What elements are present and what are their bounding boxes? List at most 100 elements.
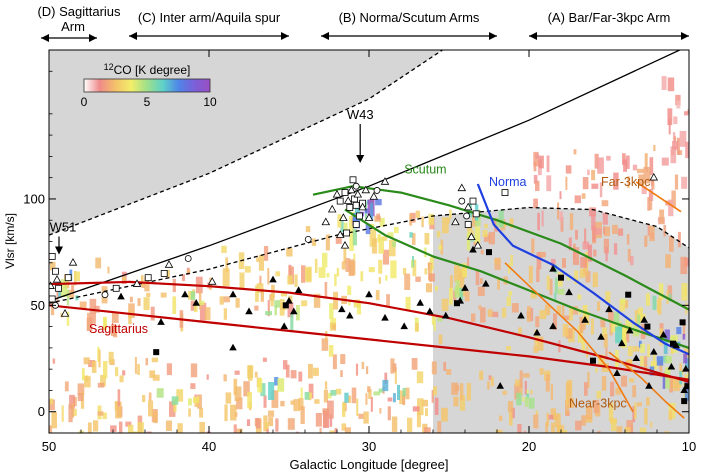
emission-streak (78, 430, 85, 433)
emission-streak (111, 312, 119, 323)
emission-streak (293, 399, 301, 412)
emission-streak (79, 301, 87, 309)
marker-open-square (336, 197, 344, 205)
marker-open-circle (352, 182, 360, 190)
emission-streak (683, 353, 688, 364)
emission-streak (165, 420, 172, 431)
emission-streak (277, 378, 285, 392)
emission-streak (64, 381, 69, 392)
emission-streak (137, 363, 140, 375)
emission-streak (638, 307, 643, 323)
emission-streak (151, 357, 158, 363)
arm-track-sagittarius (49, 304, 689, 381)
emission-streak (613, 312, 620, 324)
emission-streak (424, 233, 430, 245)
emission-streak (376, 213, 380, 220)
emission-streak (533, 151, 539, 167)
emission-streak (507, 263, 511, 274)
emission-streak (506, 346, 511, 351)
emission-streak (589, 207, 596, 217)
marker-filled-triangle (581, 316, 589, 323)
marker-open-triangle (361, 185, 371, 194)
emission-streak (333, 291, 338, 310)
marker-filled-triangle (245, 307, 253, 315)
region-header: (C) Inter arm/Aquila spur (129, 10, 289, 40)
marker-filled-triangle (192, 299, 200, 306)
emission-streak (193, 303, 198, 313)
marker-open-triangle (364, 213, 374, 221)
arm-track-norma (476, 183, 689, 356)
emission-streak (575, 420, 582, 431)
emission-streak (601, 376, 607, 391)
emission-streak (545, 374, 550, 392)
emission-patch (661, 76, 689, 159)
emission-streak (640, 324, 646, 339)
emission-streak (581, 415, 586, 426)
emission-streak (296, 305, 300, 321)
emission-streak (100, 374, 106, 387)
emission-streak (571, 306, 578, 315)
emission-streak (433, 386, 437, 396)
emission-streak (110, 425, 117, 432)
emission-streak (684, 288, 687, 296)
emission-streak (361, 361, 365, 369)
emission-streak (347, 285, 352, 295)
emission-streak (566, 395, 568, 406)
emission-streak (98, 349, 101, 368)
emission-streak (640, 355, 645, 367)
emission-streak (622, 153, 626, 165)
emission-streak (176, 389, 184, 402)
marker-filled-triangle (618, 339, 626, 347)
emission-streak (225, 392, 232, 404)
emission-streak (591, 170, 596, 181)
emission-streak (171, 396, 179, 405)
colorbar-tick-label: 10 (203, 95, 217, 109)
emission-streak (651, 180, 655, 190)
emission-streak (254, 305, 259, 311)
emission-streak (378, 277, 381, 284)
emission-streak (585, 271, 591, 283)
marker-open-triangle (60, 309, 70, 317)
emission-streak (574, 195, 581, 204)
emission-patch (305, 212, 399, 319)
emission-streak (559, 211, 563, 222)
emission-streak (349, 233, 354, 251)
emission-streak (626, 360, 633, 371)
emission-streak (335, 388, 342, 395)
emission-streak (68, 404, 73, 423)
emission-streak (533, 414, 539, 429)
emission-streak (587, 371, 590, 389)
emission-streak (526, 389, 529, 398)
emission-streak (668, 118, 671, 135)
emission-streak (266, 428, 269, 433)
emission-streak (454, 287, 462, 298)
marker-filled-triangle (650, 347, 658, 355)
emission-streak (526, 393, 529, 400)
emission-streak (298, 371, 303, 382)
emission-streak (402, 268, 407, 275)
emission-streak (459, 268, 463, 274)
emission-streak (533, 346, 539, 353)
emission-streak (647, 223, 650, 236)
emission-streak (348, 395, 352, 403)
emission-streak (274, 377, 279, 386)
emission-streak (582, 177, 589, 190)
emission-streak (409, 213, 413, 226)
emission-streak (494, 257, 501, 270)
emission-streak (329, 303, 334, 319)
emission-streak (667, 77, 675, 92)
region-arrowhead-right (489, 32, 497, 40)
emission-streak (621, 375, 627, 387)
region-arrowhead-left (529, 32, 537, 40)
emission-streak (223, 374, 227, 382)
emission-streak (71, 285, 75, 293)
emission-streak (275, 271, 280, 277)
emission-streak (438, 244, 442, 251)
emission-streak (365, 393, 368, 405)
annotation-label: W43 (347, 107, 374, 122)
emission-streak (546, 275, 550, 290)
marker-open-triangle (473, 240, 483, 249)
emission-streak (581, 339, 586, 351)
emission-streak (659, 360, 663, 372)
